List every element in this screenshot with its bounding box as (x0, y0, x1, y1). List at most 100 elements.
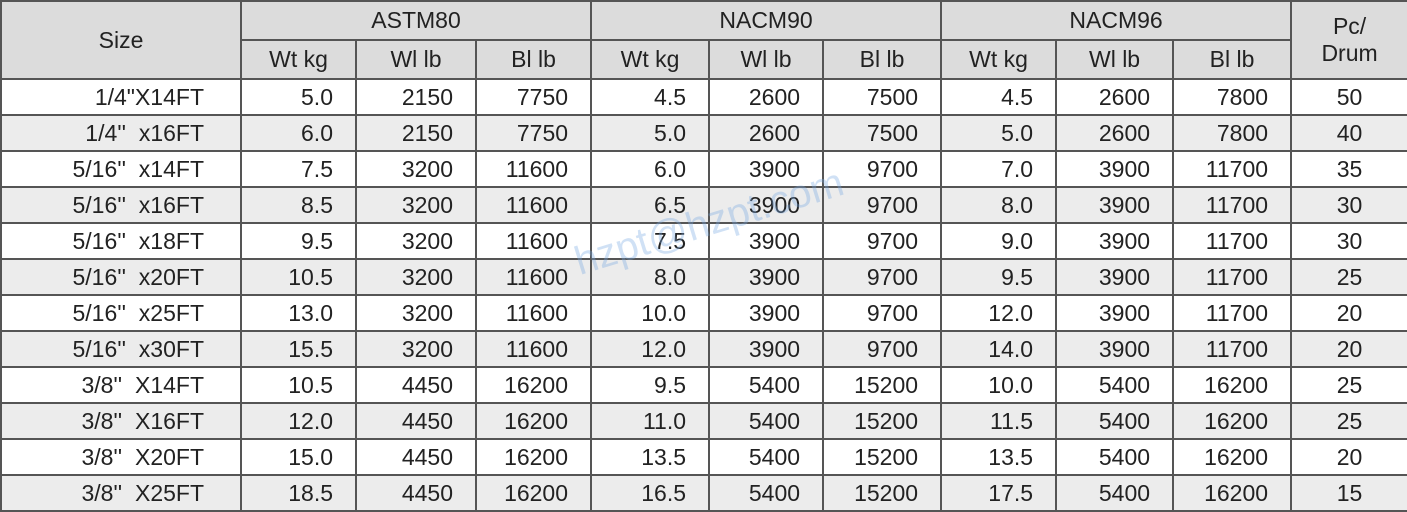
cell-size: 1/4'' x16FT (0, 114, 242, 152)
cell-pc-drum: 25 (1290, 402, 1407, 440)
cell-value: 2150 (355, 114, 477, 152)
cell-value: 18.5 (240, 474, 357, 512)
cell-value: 11600 (474, 294, 593, 332)
cell-value: 11.0 (590, 402, 711, 440)
cell-value: 11700 (1172, 186, 1293, 224)
cell-value: 5.0 (940, 114, 1058, 152)
cell-value: 4450 (355, 402, 477, 440)
cell-value: 3900 (1055, 258, 1175, 296)
cell-value: 7.0 (940, 150, 1058, 188)
cell-value: 10.0 (590, 294, 711, 332)
cell-value: 16200 (474, 474, 593, 512)
cell-value: 3900 (708, 150, 825, 188)
cell-value: 6.0 (590, 150, 711, 188)
cell-value: 7500 (822, 114, 943, 152)
cell-value: 3900 (708, 330, 825, 368)
cell-value: 5400 (1055, 474, 1175, 512)
cell-value: 3900 (1055, 222, 1175, 260)
cell-value: 11600 (474, 258, 593, 296)
cell-value: 9.0 (940, 222, 1058, 260)
cell-size: 3/8'' X20FT (0, 438, 242, 476)
header-sub-bl-lb: Bl lb (474, 39, 593, 80)
cell-value: 16200 (1172, 438, 1293, 476)
cell-value: 13.5 (940, 438, 1058, 476)
cell-value: 7750 (474, 114, 593, 152)
header-sub-bl-lb: Bl lb (1172, 39, 1293, 80)
cell-value: 11700 (1172, 330, 1293, 368)
cell-value: 10.5 (240, 366, 357, 404)
cell-value: 7500 (822, 78, 943, 116)
cell-value: 13.5 (590, 438, 711, 476)
cell-value: 8.0 (940, 186, 1058, 224)
table-row: 5/16'' x18FT 9.5 3200 11600 7.5 3900 9700 9.0 39… (0, 222, 1407, 260)
cell-value: 15200 (822, 402, 943, 440)
cell-value: 13.0 (240, 294, 357, 332)
cell-value: 2600 (708, 78, 825, 116)
table-row: 3/8'' X16FT 12.0 4450 16200 11.0 5400 15200 11.… (0, 402, 1407, 440)
table-body: 1/4"X14FT 5.0 2150 7750 4.5 2600 7500 4.5 2600 78… (0, 78, 1407, 512)
cell-value: 16200 (1172, 366, 1293, 404)
cell-value: 2600 (708, 114, 825, 152)
cell-value: 12.0 (940, 294, 1058, 332)
cell-value: 7750 (474, 78, 593, 116)
cell-size: 5/16'' x20FT (0, 258, 242, 296)
cell-size: 3/8'' X14FT (0, 366, 242, 404)
cell-size: 1/4"X14FT (0, 78, 242, 116)
cell-pc-drum: 25 (1290, 366, 1407, 404)
cell-value: 16200 (474, 438, 593, 476)
cell-pc-drum: 20 (1290, 294, 1407, 332)
cell-value: 3200 (355, 222, 477, 260)
header-size: Size (0, 0, 242, 80)
cell-value: 7800 (1172, 114, 1293, 152)
cell-pc-drum: 20 (1290, 330, 1407, 368)
cell-value: 4450 (355, 438, 477, 476)
cell-value: 3900 (708, 186, 825, 224)
cell-size: 3/8'' X16FT (0, 402, 242, 440)
cell-value: 11700 (1172, 294, 1293, 332)
cell-value: 9700 (822, 330, 943, 368)
cell-pc-drum: 20 (1290, 438, 1407, 476)
cell-value: 3200 (355, 258, 477, 296)
cell-value: 9.5 (940, 258, 1058, 296)
cell-value: 6.5 (590, 186, 711, 224)
cell-size: 5/16'' x30FT (0, 330, 242, 368)
cell-size: 5/16'' x25FT (0, 294, 242, 332)
cell-value: 9700 (822, 186, 943, 224)
cell-value: 6.0 (240, 114, 357, 152)
cell-value: 5400 (708, 366, 825, 404)
cell-value: 2600 (1055, 78, 1175, 116)
cell-value: 5400 (708, 474, 825, 512)
cell-value: 15200 (822, 474, 943, 512)
cell-value: 11600 (474, 150, 593, 188)
cell-pc-drum: 30 (1290, 186, 1407, 224)
cell-value: 2150 (355, 78, 477, 116)
cell-value: 7.5 (240, 150, 357, 188)
cell-value: 5.0 (590, 114, 711, 152)
header-group-nacm96: NACM96 (940, 0, 1293, 41)
cell-value: 5400 (1055, 366, 1175, 404)
cell-value: 9700 (822, 294, 943, 332)
cell-value: 16.5 (590, 474, 711, 512)
cell-size: 3/8'' X25FT (0, 474, 242, 512)
header-sub-wl-lb: Wl lb (1055, 39, 1175, 80)
cell-value: 11.5 (940, 402, 1058, 440)
cell-value: 4.5 (590, 78, 711, 116)
header-row-sub: Wt kg Wl lb Bl lb Wt kg Wl lb Bl lb Wt kg Wl lb… (1, 39, 1407, 80)
cell-value: 11700 (1172, 258, 1293, 296)
cell-value: 3200 (355, 186, 477, 224)
cell-value: 8.0 (590, 258, 711, 296)
cell-value: 5.0 (240, 78, 357, 116)
cell-value: 9700 (822, 150, 943, 188)
table-row: 5/16'' x14FT 7.5 3200 11600 6.0 3900 9700 7.0 39… (0, 150, 1407, 188)
cell-value: 16200 (474, 366, 593, 404)
table-row: 5/16'' x20FT 10.5 3200 11600 8.0 3900 9700 9.5 3… (0, 258, 1407, 296)
cell-value: 15.0 (240, 438, 357, 476)
table-row: 5/16'' x30FT 15.5 3200 11600 12.0 3900 9700 14.… (0, 330, 1407, 368)
cell-pc-drum: 50 (1290, 78, 1407, 116)
cell-value: 8.5 (240, 186, 357, 224)
cell-value: 10.0 (940, 366, 1058, 404)
table-row: 3/8'' X20FT 15.0 4450 16200 13.5 5400 15200 13.… (0, 438, 1407, 476)
cell-value: 5400 (708, 402, 825, 440)
cell-pc-drum: 30 (1290, 222, 1407, 260)
